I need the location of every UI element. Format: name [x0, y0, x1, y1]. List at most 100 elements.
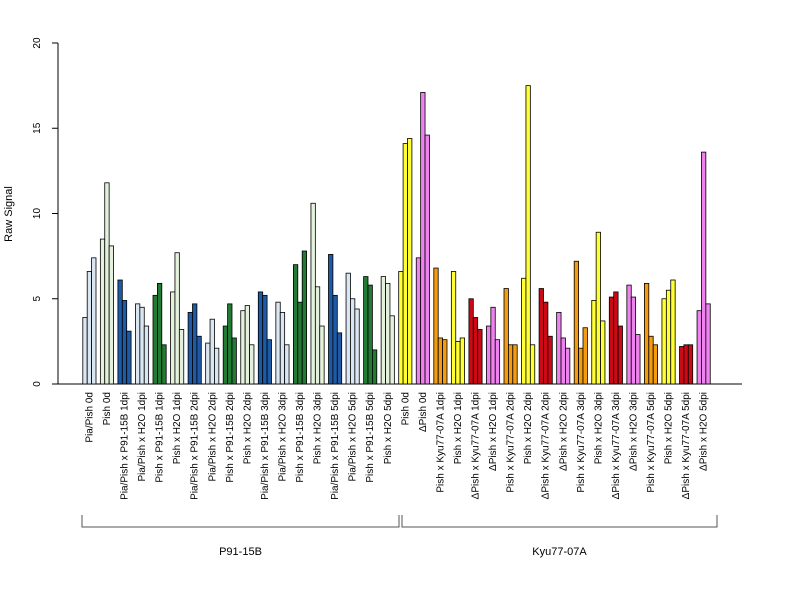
- bar: [701, 151, 707, 385]
- y-tick-label: 0: [32, 381, 43, 387]
- bar: [398, 271, 404, 385]
- bar: [161, 344, 167, 385]
- bar: [389, 315, 395, 385]
- bar: [91, 257, 97, 385]
- bar: [626, 284, 632, 385]
- bar: [354, 308, 360, 385]
- x-tick-label: Pish x P91-15B 3dpi: [295, 392, 306, 483]
- bar: [503, 288, 509, 385]
- x-tick-label: Pish x H2O 2dpi: [523, 392, 534, 464]
- bar: [310, 202, 316, 385]
- bar: [415, 257, 422, 385]
- bar: [525, 85, 531, 385]
- x-tick-label: Pish x H2O 1dpi: [172, 392, 183, 464]
- x-tick-label: ΔPish x H2O 1dpi: [488, 392, 499, 471]
- bar: [521, 277, 527, 385]
- bar: [459, 337, 465, 385]
- bar: [284, 344, 290, 385]
- bar: [240, 310, 246, 385]
- y-tick-label: 15: [32, 122, 43, 134]
- bar: [407, 138, 413, 385]
- bar: [121, 300, 128, 385]
- bar: [117, 279, 123, 385]
- bar: [196, 335, 202, 385]
- x-tick-label: Pish x Kyu77-07A 1dpi: [435, 392, 446, 493]
- bar: [209, 318, 215, 385]
- bar: [135, 303, 141, 385]
- group-label: P91-15B: [219, 546, 262, 558]
- bar: [249, 344, 255, 385]
- bar: [595, 231, 601, 385]
- bar: [565, 347, 571, 385]
- bar: [472, 317, 479, 385]
- x-tick-label: Pish x H2O 3dpi: [593, 392, 604, 464]
- bar: [578, 347, 584, 385]
- bar: [543, 301, 549, 385]
- bar: [297, 301, 303, 385]
- x-tick-label: Pish x Kyu77-07A 5dpi: [646, 392, 657, 493]
- bar: [187, 311, 193, 385]
- x-tick-label: Pia/Pish x H2O 1dpi: [137, 392, 148, 482]
- bar: [231, 337, 237, 385]
- bar: [170, 291, 176, 385]
- bar: [538, 288, 544, 385]
- x-tick-label: Pia/Pish x P91-15B 3dpi: [260, 392, 271, 500]
- bar: [490, 306, 496, 385]
- x-tick-label: ΔPish x H2O 5dpi: [699, 392, 710, 471]
- bar: [99, 238, 106, 385]
- bar: [292, 264, 299, 385]
- bar: [371, 349, 378, 385]
- bar: [556, 311, 562, 385]
- bar: [214, 347, 220, 385]
- x-tick-label: ΔPish x Kyu77-07A 1dpi: [471, 392, 482, 499]
- x-tick-label: Pish x H2O 5dpi: [664, 392, 675, 464]
- x-tick-label: Pish x Kyu77-07A 3dpi: [576, 392, 587, 493]
- bar: [328, 254, 334, 385]
- bar: [617, 325, 623, 385]
- x-tick-label: ΔPish 0d: [418, 392, 429, 432]
- bar: [126, 330, 132, 385]
- bar: [420, 92, 426, 385]
- bar: [560, 337, 566, 385]
- bar: [266, 339, 272, 385]
- bars: [82, 85, 711, 385]
- bar: [705, 303, 711, 385]
- bar: [350, 298, 356, 385]
- bar: [402, 143, 408, 385]
- bar: [608, 296, 615, 385]
- bar: [529, 344, 536, 385]
- x-tick-label: Pish x P91-15B 2dpi: [225, 392, 236, 483]
- x-tick-label: Pish 0d: [400, 392, 411, 425]
- bar: [477, 329, 483, 385]
- bar: [450, 271, 457, 385]
- bar: [442, 339, 448, 385]
- x-tick-label: Pia/Pish x H2O 5dpi: [348, 392, 359, 482]
- bar: [665, 289, 672, 385]
- y-tick-label: 10: [32, 208, 43, 220]
- bar: [143, 325, 150, 385]
- bar: [437, 337, 444, 385]
- bar: [424, 134, 430, 385]
- bar: [363, 276, 369, 385]
- bar: [108, 245, 114, 385]
- bar: [652, 344, 659, 385]
- bar: [82, 317, 88, 385]
- bar: [679, 346, 685, 385]
- bar: [345, 272, 351, 385]
- x-tick-label: Pia/Pish x H2O 3dpi: [277, 392, 288, 482]
- bar: [262, 294, 268, 385]
- bar: [635, 334, 641, 385]
- bar: [227, 303, 233, 385]
- bar: [139, 306, 145, 385]
- bar: [336, 332, 343, 385]
- x-tick-label: Pish x H2O 1dpi: [453, 392, 464, 464]
- x-tick-label: Pish x P91-15B 5dpi: [365, 392, 376, 483]
- bar: [222, 325, 228, 385]
- group-label: Kyu77-07A: [532, 546, 587, 558]
- x-tick-label: Pish x H2O 2dpi: [242, 392, 253, 464]
- bar: [174, 252, 180, 385]
- x-tick-label: ΔPish x Kyu77-07A 2dpi: [541, 392, 552, 499]
- bar: [600, 320, 606, 385]
- x-tick-label: ΔPish x Kyu77-07A 5dpi: [681, 392, 692, 499]
- x-tick-label: Pia/Pish x H2O 2dpi: [207, 392, 218, 482]
